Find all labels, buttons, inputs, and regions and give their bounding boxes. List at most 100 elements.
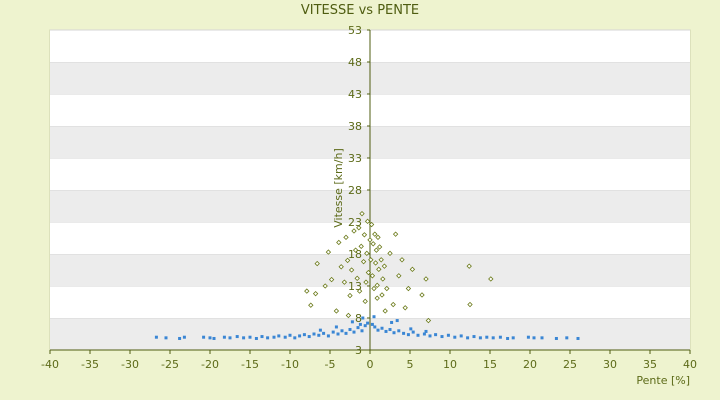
data-point — [202, 335, 206, 339]
data-point — [380, 276, 386, 282]
y-tick-label: 53 — [348, 24, 362, 37]
x-tick-label: -5 — [325, 358, 336, 371]
data-point — [376, 266, 382, 273]
data-point — [277, 334, 281, 338]
x-axis-label: Pente [%] — [636, 374, 690, 387]
data-point — [467, 301, 473, 308]
data-point — [374, 282, 380, 289]
data-point — [370, 241, 376, 247]
data-point — [540, 336, 544, 340]
data-point — [488, 276, 494, 282]
data-point — [405, 285, 412, 292]
data-point — [370, 322, 374, 326]
x-tick-label: -35 — [81, 358, 99, 371]
data-point — [352, 330, 356, 334]
data-point — [440, 335, 444, 339]
data-point — [178, 336, 182, 340]
data-point — [212, 336, 216, 340]
x-tick-label: -40 — [41, 358, 59, 371]
data-point — [390, 301, 396, 308]
data-point — [406, 333, 410, 337]
data-point — [411, 330, 415, 334]
data-point — [388, 328, 392, 332]
data-point — [362, 298, 368, 305]
data-point — [376, 244, 383, 250]
data-point — [446, 333, 450, 337]
data-point — [365, 269, 372, 276]
data-point — [248, 335, 252, 339]
data-point — [423, 276, 429, 282]
y-tick-label: 8 — [355, 312, 362, 325]
data-point — [511, 336, 515, 340]
data-point — [453, 335, 457, 339]
data-point — [304, 288, 310, 294]
y-axis-label: Vitesse [km/h] — [332, 148, 345, 228]
data-point — [378, 257, 384, 263]
x-tick-label: 40 — [683, 358, 697, 371]
data-point — [344, 257, 351, 264]
data-point — [288, 333, 292, 337]
data-point — [260, 335, 264, 339]
data-point — [347, 292, 353, 299]
data-point — [374, 295, 380, 301]
data-point — [368, 221, 375, 228]
data-point — [390, 320, 394, 324]
data-point — [348, 267, 355, 273]
data-point — [369, 273, 376, 279]
data-point — [307, 335, 311, 339]
data-point — [356, 288, 363, 294]
x-tick-label: 15 — [483, 358, 497, 371]
data-point — [354, 275, 360, 282]
data-point — [402, 331, 406, 335]
y-axis-ticks: 38131823283338434853 — [348, 24, 370, 357]
data-point — [283, 335, 287, 339]
data-point — [359, 210, 365, 217]
data-point — [576, 336, 580, 340]
data-point — [338, 264, 344, 270]
data-point — [343, 234, 349, 241]
y-tick-label: 18 — [348, 248, 362, 261]
data-point — [434, 333, 438, 337]
axes — [50, 30, 690, 351]
data-point — [428, 334, 432, 338]
data-point — [384, 329, 388, 333]
data-point — [314, 260, 320, 267]
data-point — [356, 225, 362, 231]
data-point — [360, 258, 367, 265]
data-point — [364, 218, 371, 225]
data-point — [424, 329, 428, 333]
data-point — [361, 316, 365, 320]
data-point — [419, 292, 425, 298]
data-point — [381, 263, 388, 269]
data-point — [228, 336, 232, 340]
data-point — [345, 312, 352, 319]
data-point — [491, 336, 495, 340]
data-point — [366, 321, 370, 325]
data-point — [416, 333, 420, 337]
x-tick-label: 10 — [443, 358, 457, 371]
y-tick-label: 43 — [348, 88, 362, 101]
x-tick-label: 30 — [603, 358, 617, 371]
data-point — [326, 334, 330, 338]
data-point — [364, 250, 370, 257]
x-tick-label: -25 — [161, 358, 179, 371]
data-point — [298, 334, 302, 338]
data-point — [372, 315, 376, 319]
data-point — [360, 329, 364, 333]
data-point — [340, 329, 344, 333]
data-point — [334, 325, 338, 329]
data-point — [317, 333, 321, 337]
data-point — [328, 276, 335, 283]
data-point — [395, 319, 399, 323]
data-point — [498, 335, 502, 339]
data-point — [368, 257, 374, 263]
data-point — [384, 285, 390, 292]
data-point — [472, 335, 476, 339]
data-point — [356, 326, 360, 330]
data-point — [372, 260, 379, 266]
x-tick-label: 35 — [643, 358, 657, 371]
data-point — [409, 327, 413, 331]
data-point — [532, 336, 536, 340]
data-point — [375, 234, 381, 241]
